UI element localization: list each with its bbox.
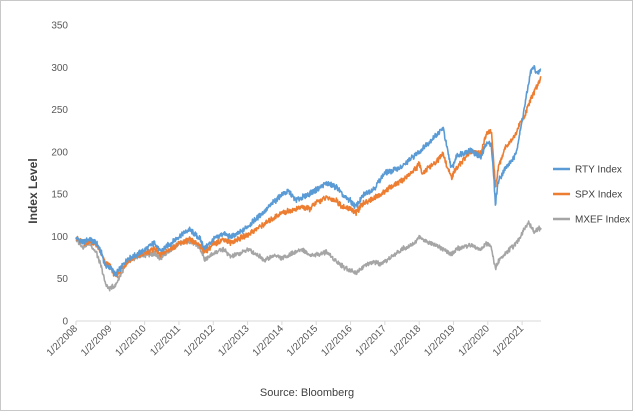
series-layer [75,65,542,292]
legend-label: SPX Index [575,190,622,201]
x-axis: 1/2/2008 1/2/2009 1/2/2010 1/2/2011 1/2/2012… [45,320,541,359]
x-tick-label: 1/2/2016 [319,323,355,359]
x-tick-label: 1/2/2019 [422,323,458,359]
y-axis: 0 50 100 150 200 250 300 350 [51,21,68,328]
y-tick-label: 200 [51,147,68,158]
y-tick-label: 100 [51,232,68,243]
source-note: Source: Bloomberg [260,387,354,399]
x-tick-label: 1/2/2018 [388,323,424,359]
y-tick-label: 50 [57,274,69,285]
x-tick-label: 1/2/2009 [79,323,115,359]
legend-label: MXEF Index [575,215,630,226]
y-tick-label: 150 [51,190,68,201]
y-tick-label: 0 [62,317,68,328]
y-tick-label: 300 [51,63,68,74]
x-tick-label: 1/2/2015 [285,323,321,359]
x-tick-label: 1/2/2020 [457,323,493,359]
x-tick-label: 1/2/2013 [216,323,252,359]
x-tick-label: 1/2/2008 [45,323,81,359]
legend: RTY Index SPX Index MXEF Index [553,165,630,226]
x-tick-label: 1/2/2017 [354,323,390,359]
y-axis-title: Index Level [26,158,40,223]
x-tick-label: 1/2/2010 [113,323,149,359]
y-tick-label: 350 [51,21,68,32]
y-tick-label: 250 [51,105,68,116]
series-line [75,76,542,278]
series-line [75,220,542,292]
legend-label: RTY Index [575,165,622,176]
x-tick-label: 1/2/2012 [182,323,218,359]
series-line [75,65,542,277]
x-tick-label: 1/2/2011 [148,323,183,358]
x-tick-label: 1/2/2021 [491,323,527,359]
x-tick-label: 1/2/2014 [251,323,287,359]
